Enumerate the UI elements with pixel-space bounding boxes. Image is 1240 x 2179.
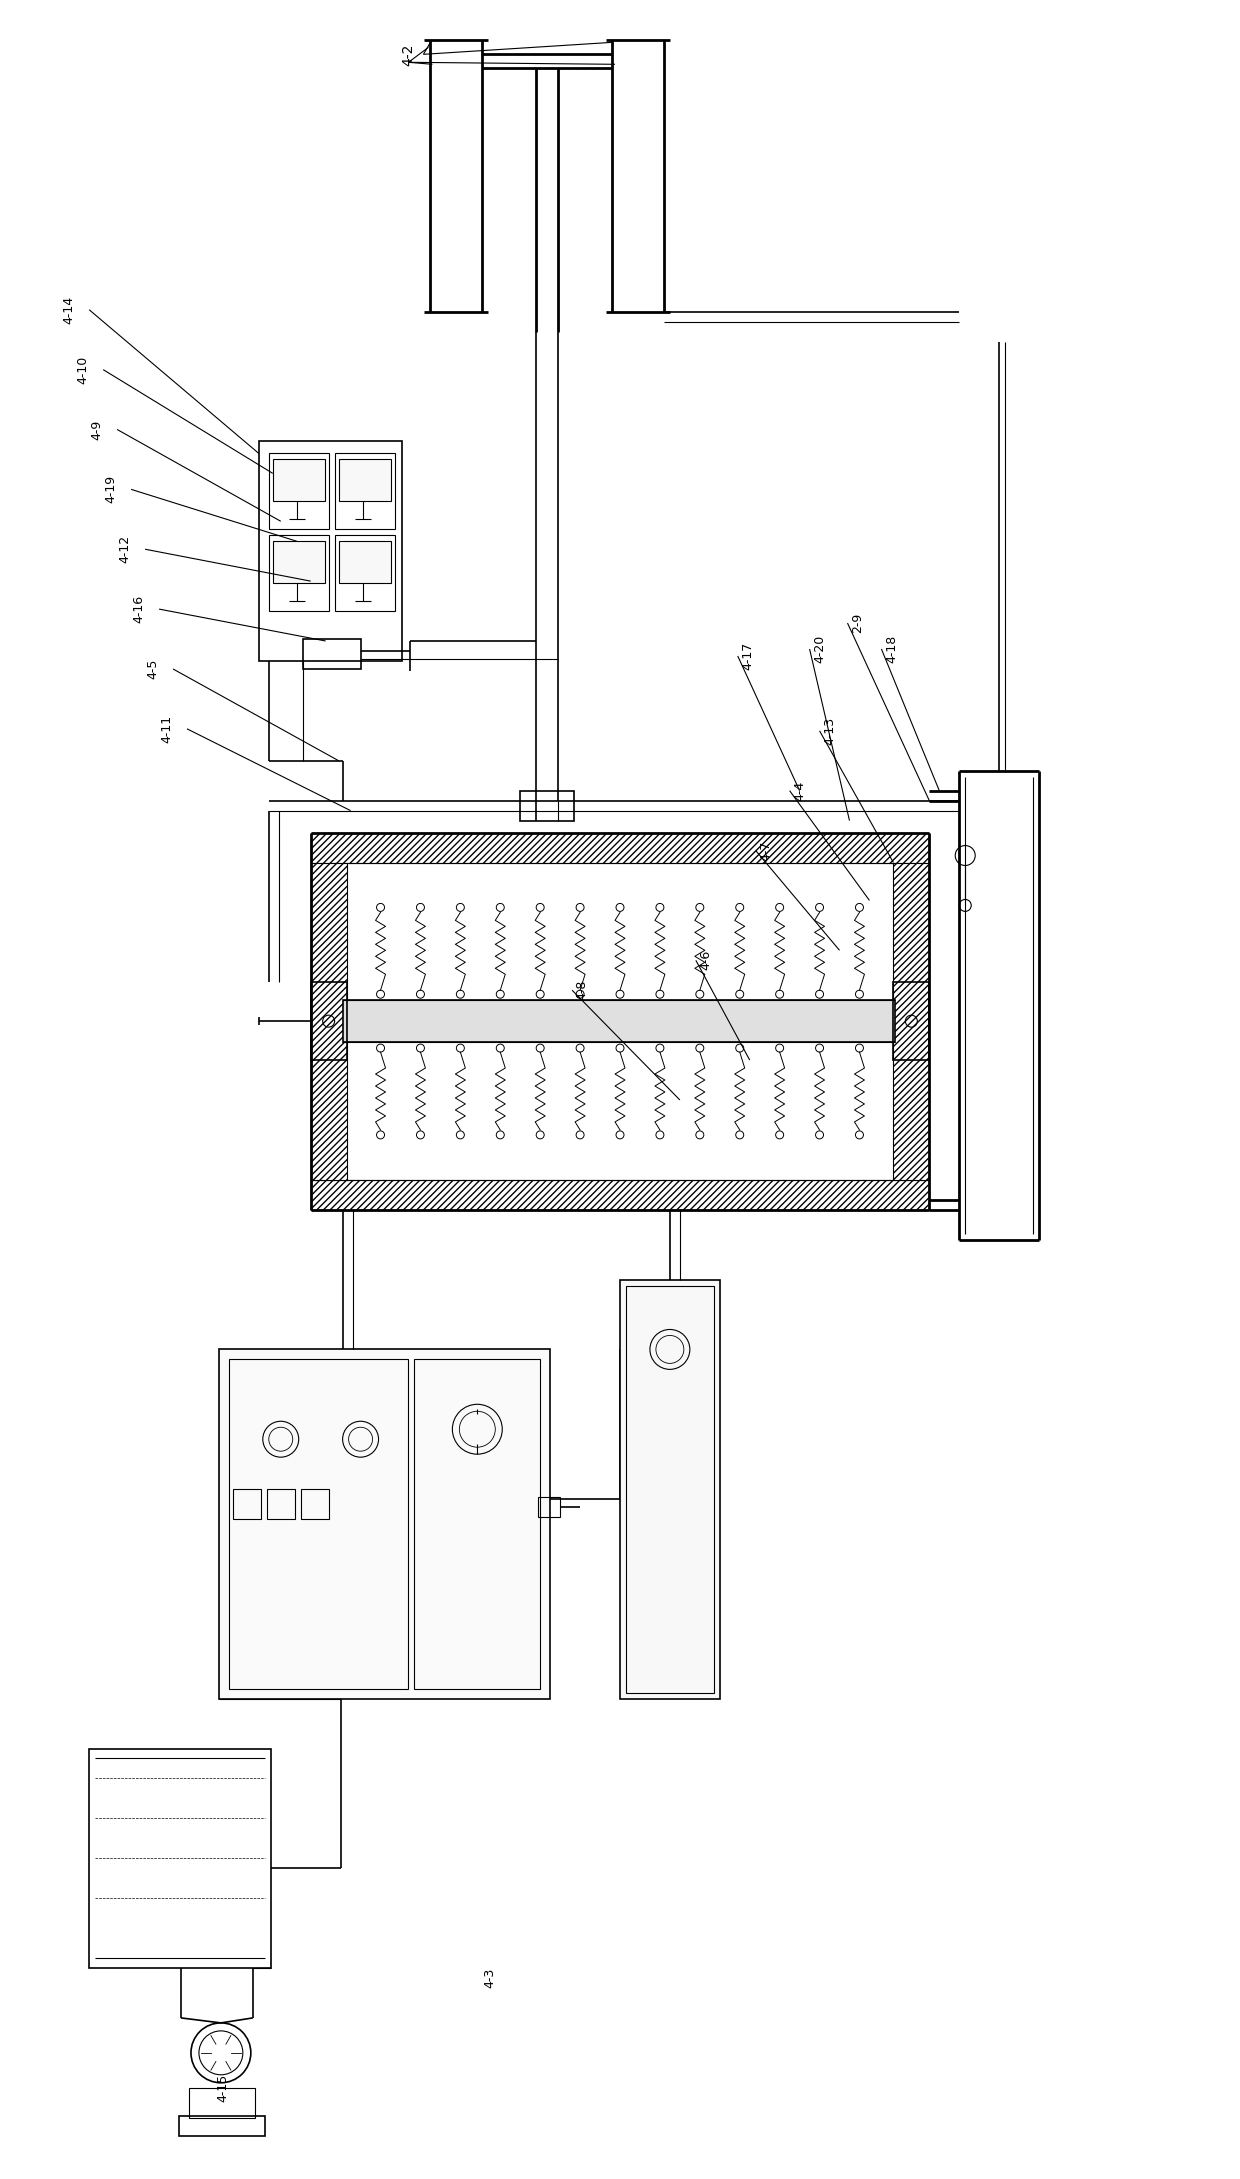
Text: 4-4: 4-4 [794,780,806,802]
Bar [273,460,325,501]
Bar [893,863,929,1179]
Text: 4-14: 4-14 [63,296,76,325]
Bar [311,863,347,1179]
Bar [89,1748,270,1968]
Text: 4-19: 4-19 [104,475,118,503]
Bar [273,540,325,584]
Bar [188,2087,254,2118]
Bar [269,536,329,610]
Text: 2-9: 2-9 [851,612,864,634]
Text: 4-9: 4-9 [91,418,104,440]
Text: 4-12: 4-12 [119,536,131,564]
Bar [342,1000,895,1042]
Text: 4-2: 4-2 [402,44,415,65]
Bar [538,1497,560,1517]
Bar [311,983,347,1059]
Bar [335,453,394,529]
Bar [179,2116,265,2135]
Text: 4-18: 4-18 [885,634,898,662]
Bar [311,832,929,863]
Text: 4-10: 4-10 [77,355,89,384]
Bar [893,983,929,1059]
Bar [301,1488,329,1519]
Text: 4-3: 4-3 [484,1968,497,1987]
Text: 4-13: 4-13 [823,717,836,745]
Text: 4-6: 4-6 [699,950,712,970]
Text: 4-15: 4-15 [217,2074,229,2103]
Bar [267,1488,295,1519]
Bar [229,1360,408,1689]
Bar [626,1286,714,1693]
Bar [521,791,574,821]
Bar [339,540,391,584]
Bar [335,536,394,610]
Text: 4-8: 4-8 [575,981,589,1000]
Bar [620,1279,719,1700]
Bar [303,638,361,669]
Text: 4-7: 4-7 [759,841,773,861]
Bar [414,1360,541,1689]
Text: 4-11: 4-11 [160,715,174,743]
Bar [259,442,403,660]
Bar [233,1488,260,1519]
Text: 4-16: 4-16 [133,595,145,623]
Bar [269,453,329,529]
Text: 4-5: 4-5 [146,658,160,680]
Bar [311,1179,929,1209]
Bar [339,460,391,501]
Text: 4-17: 4-17 [742,643,754,671]
Text: 4-20: 4-20 [813,634,826,662]
Bar [219,1349,551,1700]
